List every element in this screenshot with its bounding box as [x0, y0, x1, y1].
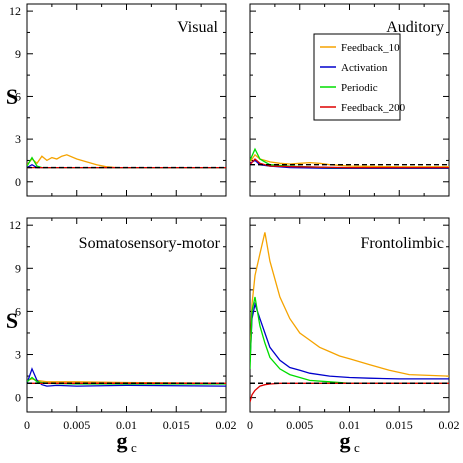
series-line-periodic — [250, 296, 449, 384]
legend-item: Feedback_10 — [320, 42, 400, 54]
series-line-activation — [27, 367, 226, 387]
x-tick-label: 0.02 — [216, 418, 237, 432]
panel-title: Visual — [177, 19, 218, 36]
series-group — [250, 147, 449, 169]
y-axis-label-top: S — [6, 84, 18, 109]
series-group — [250, 232, 449, 403]
x-axis-label-left: g c — [117, 428, 138, 455]
y-axis-label-bottom: S — [6, 308, 18, 333]
series-group — [27, 154, 226, 169]
x-tick-label: 0.02 — [439, 418, 460, 432]
x-axis-label-subscript: c — [131, 440, 137, 455]
legend-label: Feedback_200 — [341, 102, 406, 114]
x-axis-label-main: g — [117, 428, 128, 453]
axis-labels: S S g c g c — [6, 84, 360, 455]
panel-visual: 0 3 6 9 12 Visual — [9, 3, 227, 197]
y-tick-label: 9 — [15, 261, 21, 275]
panel-frontolimbic: 0 0.005 0.01 0.015 0.02 Frontolimbic — [247, 217, 460, 432]
series-line-feedback-200 — [250, 382, 449, 403]
y-tick-label: 0 — [15, 175, 21, 189]
x-axis-label-main: g — [340, 428, 351, 453]
y-tick-label: 3 — [15, 132, 21, 146]
series-line-feedback-10 — [27, 378, 226, 384]
legend-item: Periodic — [320, 82, 378, 94]
series-line-feedback-10 — [27, 154, 226, 169]
panel-title: Frontolimbic — [360, 235, 444, 252]
panel-auditory: AuditoryFeedback_10ActivationPeriodicFee… — [249, 3, 450, 197]
x-tick-label: 0 — [24, 418, 30, 432]
y-tick-label: 9 — [15, 47, 21, 61]
y-tick-label: 3 — [15, 348, 21, 362]
x-tick-label: 0 — [247, 418, 253, 432]
y-tick-label: 12 — [9, 4, 21, 18]
legend: Feedback_10 Activation Periodic Feedback_20… — [313, 33, 406, 121]
legend-item: Activation — [320, 62, 388, 74]
y-tick-label: 6 — [15, 89, 21, 103]
x-tick-label: 0.01 — [116, 418, 137, 432]
series-group — [27, 367, 226, 387]
x-tick-label: 0.015 — [386, 418, 413, 432]
legend-label: Activation — [341, 62, 388, 74]
legend-label: Feedback_10 — [341, 42, 400, 54]
x-axis-label-subscript: c — [354, 440, 360, 455]
legend-label: Periodic — [341, 82, 378, 94]
x-tick-label: 0.015 — [163, 418, 190, 432]
y-tick-label: 12 — [9, 218, 21, 232]
panel-title: Somatosensory-motor — [79, 235, 221, 252]
legend-box — [313, 33, 401, 121]
x-axis-label-right: g c — [340, 428, 361, 455]
x-tick-label: 0.005 — [286, 418, 313, 432]
chart-panels: 0 3 6 9 12 Visual Auditory Feedback_10 Activatio… — [9, 3, 460, 432]
x-tick-label: 0.01 — [339, 418, 360, 432]
series-line-feedback-10 — [250, 232, 449, 377]
y-tick-label: 0 — [15, 391, 21, 405]
x-tick-label: 0.005 — [63, 418, 90, 432]
panel-somatosensory-motor: 0 0.005 0.01 0.015 0.02 0 3 6 9 12 Somatosensory-m… — [9, 217, 237, 432]
y-tick-label: 6 — [15, 304, 21, 318]
legend-item: Feedback_200 — [320, 102, 406, 114]
panel-title: Auditory — [386, 19, 444, 36]
series-line-activation — [250, 301, 449, 380]
